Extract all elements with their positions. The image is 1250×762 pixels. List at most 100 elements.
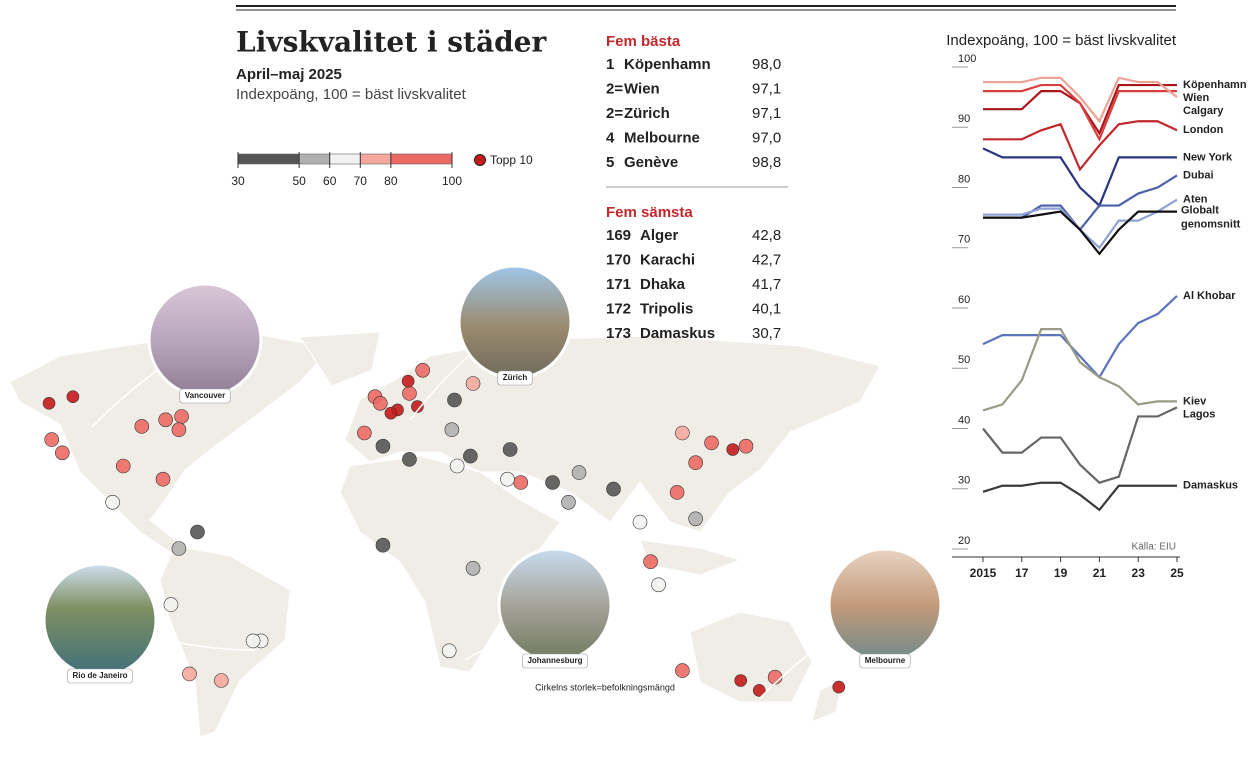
city-bubble xyxy=(643,554,658,570)
line-chart: Indexpoäng, 100 = bäst livskvalitet 20 30 4… xyxy=(946,32,1247,580)
city-bubble xyxy=(606,481,621,497)
city: Damaskus xyxy=(640,325,715,342)
land xyxy=(339,455,561,673)
city-bubble xyxy=(171,541,187,556)
series-label: Damaskus xyxy=(1183,480,1238,492)
city-bubble xyxy=(675,425,690,441)
y-tick-label: 90 xyxy=(958,113,970,125)
city-bubble xyxy=(688,455,703,471)
land xyxy=(159,545,291,738)
rank: 1 xyxy=(606,56,614,73)
city-bubble xyxy=(375,438,391,454)
rank: 2= xyxy=(606,80,623,97)
city-bubble xyxy=(182,666,197,682)
rank: 171 xyxy=(606,276,631,293)
legend-swatch xyxy=(329,153,361,165)
city-bubble xyxy=(66,390,80,404)
y-tick-label: 80 xyxy=(958,173,970,185)
city: Genève xyxy=(624,154,678,171)
legend-swatch xyxy=(298,153,331,165)
photo xyxy=(42,562,158,678)
photo xyxy=(827,547,943,663)
city-bubble xyxy=(465,376,481,391)
city: Alger xyxy=(640,227,679,244)
caption-box xyxy=(67,668,133,684)
series-label: New York xyxy=(1183,151,1233,163)
city-bubble xyxy=(174,409,189,424)
city-bubble xyxy=(163,597,179,612)
x-tick-label: 19 xyxy=(1054,566,1068,580)
photo-caption: Melbourne xyxy=(865,656,906,665)
city-bubble xyxy=(688,511,703,527)
series-line xyxy=(983,76,1178,124)
city-bubble xyxy=(115,458,131,474)
source: Källa: EIU xyxy=(1132,542,1176,553)
city: Zürich xyxy=(624,105,670,122)
series-label: Lagos xyxy=(1183,408,1215,420)
series-label: Kiev xyxy=(1183,395,1207,407)
series-label: London xyxy=(1183,124,1224,136)
city-bubble xyxy=(245,633,261,649)
x-tick-label: 2015 xyxy=(970,566,997,580)
rank: 169 xyxy=(606,227,631,244)
city-bubble xyxy=(357,425,372,441)
x-tick-label: 21 xyxy=(1093,566,1107,580)
city-bubble xyxy=(402,386,417,401)
legend-top10 xyxy=(474,154,486,166)
series-label: Wien xyxy=(1183,92,1209,104)
legend-label: 70 xyxy=(354,174,368,188)
city-bubble xyxy=(463,448,478,464)
city-bubble xyxy=(669,485,685,500)
photo-caption: Johannesburg xyxy=(527,656,582,665)
land xyxy=(9,332,331,563)
caption-box xyxy=(859,653,911,669)
city-bubble xyxy=(734,674,748,687)
series-label: Calgary xyxy=(1183,105,1224,117)
photo-circles: Vancouver Zürich Rio de Janeiro Johannesbur… xyxy=(42,264,943,699)
caption-box xyxy=(179,388,231,404)
photo xyxy=(497,547,613,663)
city-bubble xyxy=(375,537,391,553)
caption-box xyxy=(522,653,588,669)
rank: 172 xyxy=(606,300,631,317)
photo xyxy=(147,282,263,398)
color-legend: 30 50 60 70 80 100 Topp 10 xyxy=(231,152,533,188)
city-bubble xyxy=(54,445,70,461)
legend-label: 50 xyxy=(292,174,306,188)
world-map xyxy=(9,331,881,738)
city-bubble xyxy=(384,406,398,420)
city-bubble xyxy=(767,669,783,685)
city-bubble xyxy=(158,412,173,428)
score: 30,7 xyxy=(752,325,781,342)
x-tick-label: 17 xyxy=(1015,566,1029,580)
legend-swatch xyxy=(237,153,300,165)
ranking-tables: Fem bästa 1 Köpenhamn 98,0 2= Wien 97,1 2= Züric… xyxy=(606,33,788,342)
table-title: Fem bästa xyxy=(606,33,681,50)
photo-caption: Rio de Janeiro xyxy=(72,671,127,680)
legend-label: 30 xyxy=(231,174,245,188)
city-bubble xyxy=(155,471,171,487)
city-bubble xyxy=(411,400,424,413)
city-bubble xyxy=(42,396,56,410)
y-tick-label: 40 xyxy=(958,414,970,426)
city-bubble xyxy=(502,442,518,457)
size-note: Cirkelns storlek=befolkningsmängd xyxy=(535,682,675,692)
land xyxy=(689,611,813,703)
city: Dhaka xyxy=(640,276,686,293)
photo-caption: Vancouver xyxy=(185,391,225,400)
description: Indexpoäng, 100 = bäst livskvalitet xyxy=(236,86,467,103)
city: Karachi xyxy=(640,251,695,268)
city-bubble xyxy=(105,494,120,510)
city-bubble xyxy=(832,680,846,694)
city-bubble xyxy=(44,432,60,447)
city-bubble xyxy=(441,643,457,659)
legend-swatch xyxy=(390,153,453,165)
city-bubble xyxy=(402,452,417,467)
rank: 2= xyxy=(606,105,623,122)
city-bubble xyxy=(545,475,560,490)
legend-label: 100 xyxy=(442,174,462,188)
series-line xyxy=(982,327,1177,412)
city-bubble xyxy=(214,673,229,688)
y-tick-label: 50 xyxy=(958,354,970,366)
